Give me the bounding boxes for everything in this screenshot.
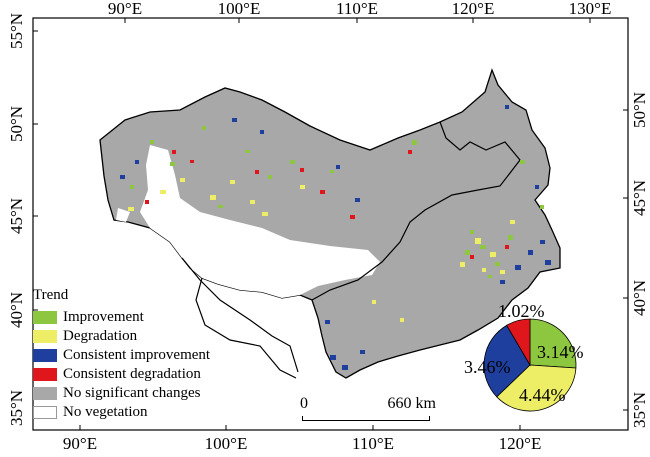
left-lat-label: 40°N bbox=[7, 292, 26, 328]
left-lat-label: 55°N bbox=[7, 13, 26, 49]
red-pixels bbox=[145, 150, 509, 259]
legend-label: Consistent improvement bbox=[63, 347, 211, 363]
pie-label-consistent-degradation: 1.02% bbox=[498, 301, 545, 321]
scale-max-label: 660 km bbox=[387, 395, 436, 412]
left-lat-label: 45°N bbox=[7, 198, 26, 234]
legend-swatch bbox=[33, 387, 57, 400]
left-lat-label: 50°N bbox=[7, 106, 26, 142]
legend-swatch bbox=[33, 311, 57, 324]
legend: Trend Improvement Degradation Consistent… bbox=[33, 286, 210, 422]
bottom-lon-label: 100°E bbox=[205, 434, 248, 453]
legend-label: Degradation bbox=[63, 328, 138, 344]
yellow-pixels bbox=[128, 178, 515, 322]
legend-label: Improvement bbox=[63, 309, 144, 325]
legend-swatch bbox=[33, 406, 57, 419]
region-white-strip bbox=[116, 208, 130, 222]
pie-label-consistent-improvement: 3.46% bbox=[464, 357, 511, 377]
study-region bbox=[99, 68, 561, 379]
legend-item-consistent-improvement: Consistent improvement bbox=[33, 346, 210, 365]
top-longitude-labels: 90°E 100°E 110°E 120°E 130°E bbox=[108, 0, 611, 18]
province-boundary-lower bbox=[195, 277, 297, 379]
top-lon-label: 90°E bbox=[108, 0, 142, 18]
right-lat-label: 50°N bbox=[630, 92, 649, 128]
right-lat-label: 40°N bbox=[630, 280, 649, 316]
legend-item-consistent-degradation: Consistent degradation bbox=[33, 365, 210, 384]
pie-slice-improvement bbox=[529, 318, 577, 369]
right-lat-label: 45°N bbox=[630, 180, 649, 216]
scale-line bbox=[302, 416, 430, 421]
blue-pixels bbox=[120, 105, 551, 370]
legend-swatch bbox=[33, 368, 57, 381]
region-white-area bbox=[140, 145, 380, 298]
legend-label: Consistent degradation bbox=[63, 366, 201, 382]
green-pixels bbox=[130, 126, 544, 278]
legend-item-no-significant-changes: No significant changes bbox=[33, 384, 210, 403]
legend-item-improvement: Improvement bbox=[33, 308, 210, 327]
bottom-lon-label: 120°E bbox=[499, 434, 542, 453]
legend-item-degradation: Degradation bbox=[33, 327, 210, 346]
top-lon-label: 100°E bbox=[218, 0, 261, 18]
bottom-longitude-labels: 90°E 100°E 110°E 120°E bbox=[63, 434, 541, 453]
legend-item-no-vegetation: No vegetation bbox=[33, 403, 210, 422]
legend-swatch bbox=[33, 330, 57, 343]
bottom-lon-label: 110°E bbox=[352, 434, 394, 453]
scale-bar: 0 660 km bbox=[300, 395, 436, 421]
left-lat-label: 35°N bbox=[7, 390, 26, 426]
right-latitude-labels: 50°N 45°N 40°N 35°N bbox=[630, 92, 649, 428]
pie-slice-consistent-degradation bbox=[506, 318, 531, 367]
top-lon-label: 130°E bbox=[569, 0, 612, 18]
province-boundary bbox=[181, 121, 521, 373]
pie-label-degradation: 4.44% bbox=[519, 385, 566, 405]
bottom-lon-label: 90°E bbox=[63, 434, 97, 453]
pie-slice-consistent-improvement bbox=[483, 324, 531, 398]
legend-title: Trend bbox=[33, 287, 69, 303]
legend-swatch bbox=[33, 349, 57, 362]
pie-chart bbox=[483, 318, 577, 412]
top-lon-label: 120°E bbox=[452, 0, 495, 18]
pie-label-improvement: 3.14% bbox=[537, 342, 584, 362]
legend-label: No vegetation bbox=[63, 404, 148, 420]
left-latitude-labels: 55°N 50°N 45°N 40°N 35°N bbox=[7, 13, 26, 426]
right-lat-label: 35°N bbox=[630, 392, 649, 428]
top-lon-label: 110°E bbox=[336, 0, 378, 18]
pie-slice-degradation bbox=[496, 364, 577, 412]
scale-zero-label: 0 bbox=[300, 395, 308, 412]
legend-label: No significant changes bbox=[63, 385, 201, 401]
